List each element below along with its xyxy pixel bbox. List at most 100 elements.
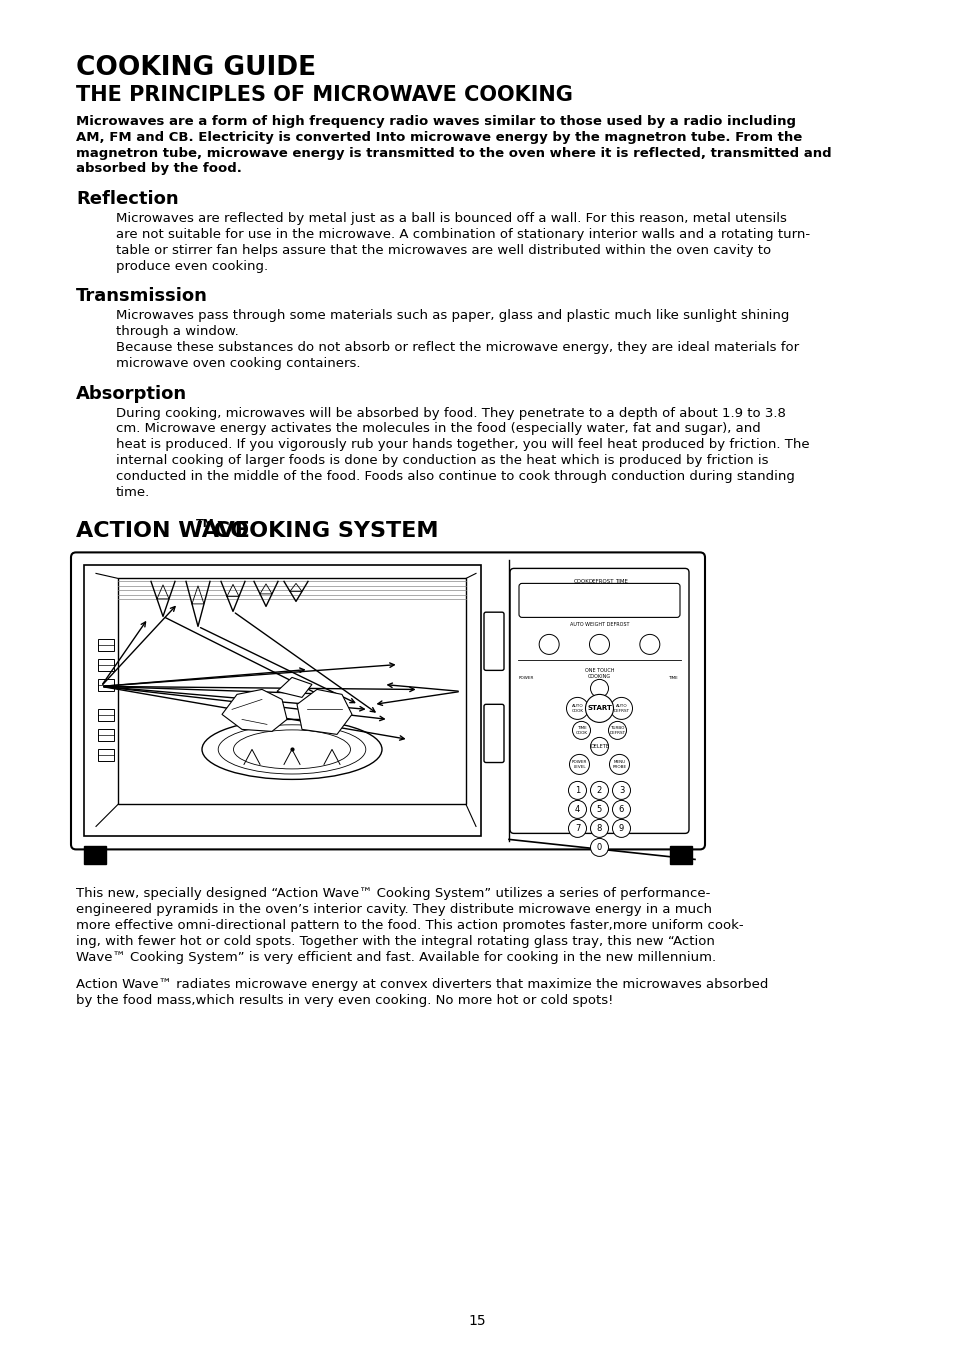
Text: TURBO
DEFRST: TURBO DEFRST — [609, 726, 625, 734]
Circle shape — [590, 819, 608, 837]
Polygon shape — [296, 690, 352, 734]
FancyBboxPatch shape — [483, 612, 503, 671]
Bar — [98, 729, 113, 741]
Text: POWER
LEVEL: POWER LEVEL — [571, 760, 587, 768]
Circle shape — [590, 737, 608, 756]
Bar — [84, 566, 480, 837]
Bar — [84, 846, 106, 864]
Text: COOKING SYSTEM: COOKING SYSTEM — [206, 521, 438, 541]
Circle shape — [568, 819, 586, 837]
Ellipse shape — [233, 730, 350, 769]
Circle shape — [590, 679, 608, 698]
Text: 4: 4 — [575, 805, 579, 814]
Text: 7: 7 — [575, 824, 579, 833]
Text: AUTO
DEFRST: AUTO DEFRST — [613, 705, 629, 713]
Text: 0: 0 — [597, 842, 601, 852]
Circle shape — [590, 782, 608, 799]
Circle shape — [609, 755, 629, 775]
Circle shape — [572, 721, 590, 740]
Text: AUTO WEIGHT DEFROST: AUTO WEIGHT DEFROST — [569, 622, 629, 628]
Text: COOK: COOK — [573, 579, 589, 585]
Text: cm. Microwave energy activates the molecules in the food (especially water, fat : cm. Microwave energy activates the molec… — [116, 423, 760, 436]
Text: TM: TM — [195, 520, 214, 529]
Text: engineered pyramids in the oven’s interior cavity. They distribute microwave ene: engineered pyramids in the oven’s interi… — [76, 903, 711, 917]
Circle shape — [639, 634, 659, 655]
Text: COOKING GUIDE: COOKING GUIDE — [76, 55, 315, 81]
Text: by the food mass,which results in very even cooking. No more hot or cold spots!: by the food mass,which results in very e… — [76, 994, 613, 1007]
Circle shape — [608, 721, 626, 740]
Bar — [118, 578, 465, 805]
Text: 8: 8 — [597, 824, 601, 833]
FancyBboxPatch shape — [71, 552, 704, 849]
Text: THE PRINCIPLES OF MICROWAVE COOKING: THE PRINCIPLES OF MICROWAVE COOKING — [76, 85, 572, 105]
Text: through a window.: through a window. — [116, 325, 238, 339]
Circle shape — [538, 634, 558, 655]
Text: Wave™ Cooking System” is very efficient and fast. Available for cooking in the n: Wave™ Cooking System” is very efficient … — [76, 950, 716, 964]
Bar — [669, 846, 691, 864]
Text: heat is produced. If you vigorously rub your hands together, you will feel heat : heat is produced. If you vigorously rub … — [116, 439, 809, 451]
Text: ONE TOUCH
COOKING: ONE TOUCH COOKING — [584, 668, 614, 679]
Circle shape — [566, 698, 588, 720]
Polygon shape — [276, 678, 312, 698]
FancyBboxPatch shape — [483, 705, 503, 763]
Text: Action Wave™ radiates microwave energy at convex diverters that maximize the mic: Action Wave™ radiates microwave energy a… — [76, 979, 767, 991]
Text: AM, FM and CB. Electricity is converted Into microwave energy by the magnetron t: AM, FM and CB. Electricity is converted … — [76, 131, 801, 144]
Text: Because these substances do not absorb or reflect the microwave energy, they are: Because these substances do not absorb o… — [116, 342, 799, 354]
Bar — [98, 679, 113, 691]
Circle shape — [585, 694, 613, 722]
Text: Absorption: Absorption — [76, 385, 187, 402]
Bar — [98, 749, 113, 761]
Circle shape — [612, 782, 630, 799]
Text: During cooking, microwaves will be absorbed by food. They penetrate to a depth o: During cooking, microwaves will be absor… — [116, 406, 785, 420]
Text: ing, with fewer hot or cold spots. Together with the integral rotating glass tra: ing, with fewer hot or cold spots. Toget… — [76, 934, 714, 948]
Text: ACTION WAVE: ACTION WAVE — [76, 521, 250, 541]
Text: Microwaves are a form of high frequency radio waves similar to those used by a r: Microwaves are a form of high frequency … — [76, 115, 795, 128]
Circle shape — [590, 801, 608, 818]
Bar — [98, 639, 113, 651]
Text: TIME: TIME — [615, 579, 627, 585]
Text: internal cooking of larger foods is done by conduction as the heat which is prod: internal cooking of larger foods is done… — [116, 454, 768, 467]
Text: START: START — [586, 706, 611, 711]
Text: absorbed by the food.: absorbed by the food. — [76, 162, 242, 176]
Circle shape — [589, 634, 609, 655]
Polygon shape — [222, 690, 287, 732]
Text: 9: 9 — [618, 824, 623, 833]
Text: POWER: POWER — [517, 676, 533, 680]
Text: Microwaves are reflected by metal just as a ball is bounced off a wall. For this: Microwaves are reflected by metal just a… — [116, 212, 786, 225]
FancyBboxPatch shape — [510, 568, 688, 833]
Text: conducted in the middle of the food. Foods also continue to cook through conduct: conducted in the middle of the food. Foo… — [116, 470, 794, 483]
Text: MENU
PROBE: MENU PROBE — [612, 760, 626, 768]
Text: table or stirrer fan helps assure that the microwaves are well distributed withi: table or stirrer fan helps assure that t… — [116, 244, 770, 256]
Text: are not suitable for use in the microwave. A combination of stationary interior : are not suitable for use in the microwav… — [116, 228, 809, 242]
Text: microwave oven cooking containers.: microwave oven cooking containers. — [116, 356, 360, 370]
Bar — [98, 709, 113, 721]
Ellipse shape — [202, 720, 381, 779]
Text: AUTO
COOK: AUTO COOK — [571, 705, 583, 713]
Circle shape — [590, 838, 608, 856]
Text: magnetron tube, microwave energy is transmitted to the oven where it is reflecte: magnetron tube, microwave energy is tran… — [76, 147, 831, 159]
Text: Reflection: Reflection — [76, 190, 178, 208]
Text: TIME
COOK: TIME COOK — [575, 726, 587, 734]
Text: produce even cooking.: produce even cooking. — [116, 259, 268, 273]
Text: DELETE: DELETE — [590, 744, 608, 749]
Text: 15: 15 — [468, 1314, 485, 1328]
Ellipse shape — [218, 725, 365, 774]
Bar — [98, 659, 113, 671]
Text: TIME: TIME — [667, 676, 678, 680]
Circle shape — [569, 755, 589, 775]
Text: Transmission: Transmission — [76, 288, 208, 305]
Text: 1: 1 — [575, 786, 579, 795]
FancyBboxPatch shape — [518, 583, 679, 617]
Text: 6: 6 — [618, 805, 623, 814]
Circle shape — [568, 801, 586, 818]
Text: Microwaves pass through some materials such as paper, glass and plastic much lik: Microwaves pass through some materials s… — [116, 309, 788, 323]
Circle shape — [612, 801, 630, 818]
Text: 3: 3 — [618, 786, 623, 795]
Circle shape — [610, 698, 632, 720]
Text: time.: time. — [116, 486, 150, 498]
Circle shape — [568, 782, 586, 799]
Text: This new, specially designed “Action Wave™ Cooking System” utilizes a series of : This new, specially designed “Action Wav… — [76, 887, 710, 900]
Text: DEFROST: DEFROST — [588, 579, 614, 585]
Text: 5: 5 — [597, 805, 601, 814]
Text: 2: 2 — [597, 786, 601, 795]
